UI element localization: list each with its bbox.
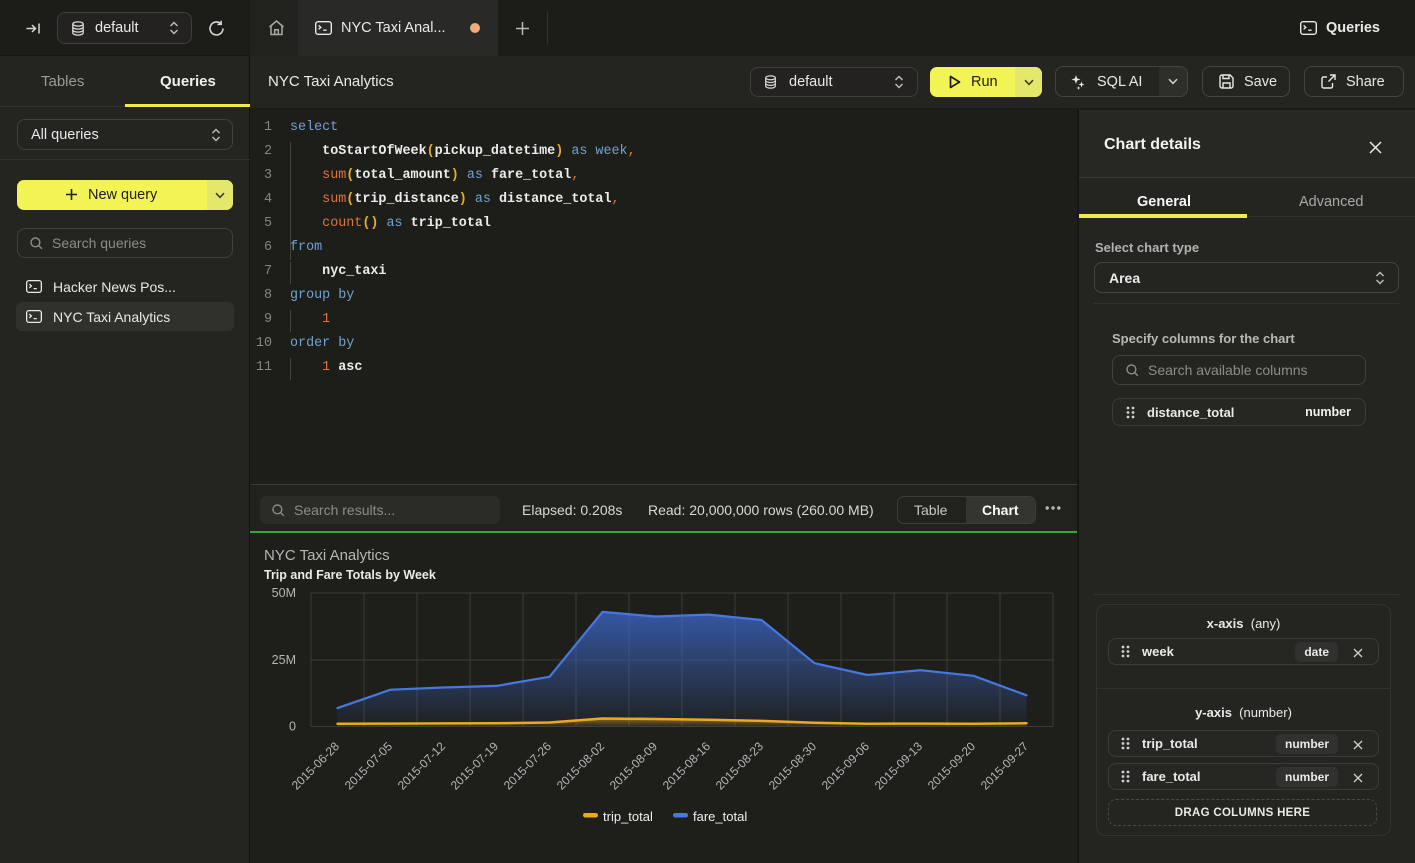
svg-text:25M: 25M xyxy=(272,653,296,667)
svg-text:2015-09-06: 2015-09-06 xyxy=(819,739,873,793)
svg-text:2015-09-27: 2015-09-27 xyxy=(978,739,1032,793)
svg-text:50M: 50M xyxy=(272,586,296,600)
svg-text:2015-07-12: 2015-07-12 xyxy=(395,739,449,793)
svg-text:2015-07-26: 2015-07-26 xyxy=(501,739,555,793)
svg-text:2015-08-23: 2015-08-23 xyxy=(713,739,767,793)
svg-text:2015-08-02: 2015-08-02 xyxy=(554,739,608,793)
svg-text:2015-08-09: 2015-08-09 xyxy=(607,739,661,793)
svg-text:Trip and Fare Totals by Week: Trip and Fare Totals by Week xyxy=(264,568,436,582)
svg-text:2015-07-19: 2015-07-19 xyxy=(448,739,502,793)
svg-text:2015-09-20: 2015-09-20 xyxy=(925,739,979,793)
svg-text:2015-07-05: 2015-07-05 xyxy=(342,739,396,793)
svg-text:NYC Taxi Analytics: NYC Taxi Analytics xyxy=(264,547,390,564)
svg-text:2015-06-28: 2015-06-28 xyxy=(289,739,343,793)
svg-text:trip_total: trip_total xyxy=(603,809,653,824)
svg-text:2015-08-30: 2015-08-30 xyxy=(766,739,820,793)
svg-text:2015-08-16: 2015-08-16 xyxy=(660,739,714,793)
svg-text:0: 0 xyxy=(289,720,296,734)
svg-text:fare_total: fare_total xyxy=(693,809,747,824)
svg-text:2015-09-13: 2015-09-13 xyxy=(872,739,926,793)
